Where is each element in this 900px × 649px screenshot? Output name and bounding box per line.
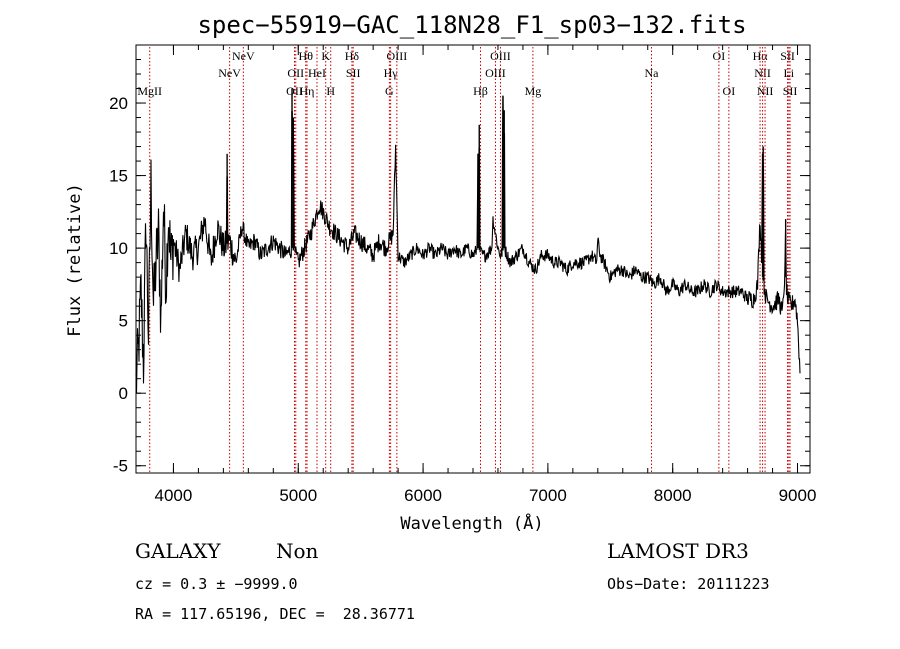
- x-tick-label: 7000: [529, 486, 567, 505]
- x-tick-label: 6000: [404, 486, 442, 505]
- line-label-17: OIII: [490, 49, 511, 63]
- line-label-20: OI: [713, 49, 726, 63]
- obs-date-text: Obs−Date: 20111223: [607, 575, 770, 593]
- line-label-8: K: [321, 49, 330, 63]
- line-label-14: OIII: [387, 49, 408, 63]
- spectrum-line: [135, 95, 801, 393]
- line-label-26: Li: [783, 66, 794, 80]
- y-tick-label: 20: [109, 94, 128, 113]
- object-subclass: Non: [276, 539, 319, 563]
- radec-text: RA = 117.65196, DEC = 28.36771: [135, 605, 415, 623]
- y-tick-label: 5: [119, 312, 128, 331]
- line-label-15: Hβ: [473, 84, 488, 98]
- line-label-23: NII: [754, 66, 771, 80]
- y-axis-ticks: -5 0 5 10 15 20: [109, 59, 810, 476]
- line-label-25: SII: [780, 49, 795, 63]
- line-label-5: Hθ: [299, 49, 314, 63]
- emission-peaks: [226, 88, 787, 281]
- x-tick-label: 5000: [279, 486, 317, 505]
- y-tick-label: 15: [109, 167, 128, 186]
- object-class: GALAXY: [135, 539, 221, 563]
- line-label-10: Hδ: [345, 49, 360, 63]
- line-label-4: OII: [287, 66, 304, 80]
- line-label-1: NeV: [218, 66, 241, 80]
- line-label-21: OI: [723, 84, 736, 98]
- line-label-19: Na: [644, 66, 659, 80]
- y-axis-label: Flux (relative): [65, 183, 85, 337]
- line-label-27: SII: [783, 84, 798, 98]
- x-tick-label: 4000: [155, 486, 193, 505]
- y-tick-label: -5: [113, 457, 128, 476]
- line-label-2: NeV: [232, 49, 255, 63]
- line-label-9: H: [326, 84, 335, 98]
- x-tick-label: 8000: [654, 486, 692, 505]
- line-label-0: MgII: [137, 84, 162, 98]
- line-label-7: HeI: [308, 66, 326, 80]
- emission-line-markers: MgII NeV NeV OII OII Hθ Hη HeI K H Hδ SII G Hγ OIII Hβ O…: [137, 47, 797, 473]
- x-axis-label: Wavelength (Å): [400, 512, 543, 534]
- line-label-11: SII: [346, 66, 361, 80]
- x-tick-label: 9000: [779, 486, 817, 505]
- line-label-13: Hγ: [384, 66, 399, 80]
- line-label-22: Hα: [753, 49, 769, 63]
- x-axis-ticks: 4000 5000 6000 7000 8000 9000: [155, 45, 817, 505]
- survey-name: LAMOST DR3: [607, 539, 749, 563]
- y-tick-label: 10: [109, 239, 128, 258]
- line-label-6: Hη: [300, 84, 315, 98]
- line-label-18: Mg: [525, 84, 542, 98]
- line-label-3: OII: [286, 84, 303, 98]
- y-tick-label: 0: [119, 384, 128, 403]
- line-label-12: G: [385, 84, 394, 98]
- line-label-24: NII: [757, 84, 774, 98]
- line-label-16: OIII: [485, 66, 506, 80]
- chart-title: spec−55919−GAC_118N28_F1_sp03−132.fits: [197, 11, 746, 39]
- redshift-text: cz = 0.3 ± −9999.0: [135, 575, 298, 593]
